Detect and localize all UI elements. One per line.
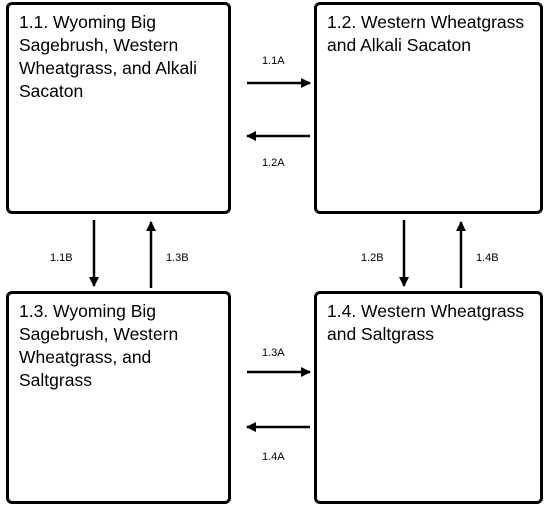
transition-label-1-3b: 1.3B — [166, 252, 189, 264]
transition-label-1-4a: 1.4A — [262, 451, 285, 463]
transition-label-1-2a: 1.2A — [262, 157, 285, 169]
state-1-3-label: 1.3. Wyoming Big Sagebrush, Western Whea… — [19, 301, 179, 390]
transition-label-1-3a: 1.3A — [262, 347, 285, 359]
state-box-1-2: 1.2. Western Wheatgrass and Alkali Sacat… — [314, 2, 543, 214]
state-1-2-label: 1.2. Western Wheatgrass and Alkali Sacat… — [327, 12, 525, 55]
transition-label-1-2b: 1.2B — [361, 252, 384, 264]
state-1-4-label: 1.4. Western Wheatgrass and Saltgrass — [327, 301, 525, 344]
state-box-1-1: 1.1. Wyoming Big Sagebrush, Western Whea… — [6, 2, 231, 214]
state-box-1-3: 1.3. Wyoming Big Sagebrush, Western Whea… — [6, 291, 231, 504]
transition-label-1-1b: 1.1B — [50, 252, 73, 264]
transition-label-1-4b: 1.4B — [476, 252, 499, 264]
transition-label-1-1a: 1.1A — [262, 55, 285, 67]
state-1-1-label: 1.1. Wyoming Big Sagebrush, Western Whea… — [19, 12, 198, 101]
state-box-1-4: 1.4. Western Wheatgrass and Saltgrass — [314, 291, 543, 504]
